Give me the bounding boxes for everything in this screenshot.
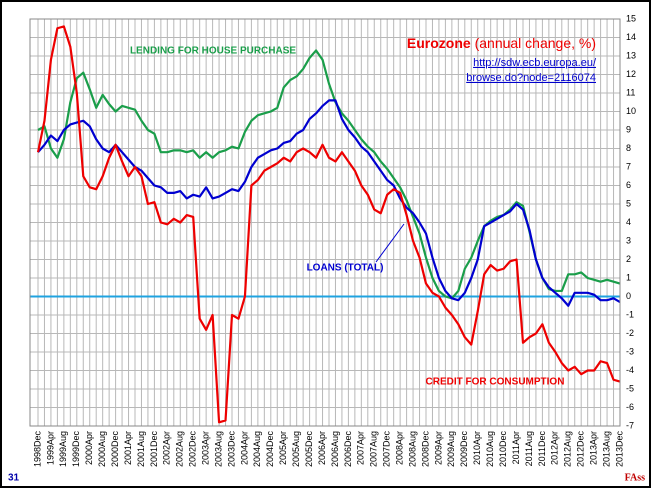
y-tick-label: 6 xyxy=(626,180,631,190)
x-tick-label: 2005Apr xyxy=(278,431,288,465)
x-tick-label: 2003Dec xyxy=(226,431,236,468)
y-tick-label: 9 xyxy=(626,124,631,134)
source-link[interactable]: http://sdw.ecb.europa.eu/ xyxy=(473,57,597,69)
plot-frame xyxy=(29,18,621,427)
x-tick-label: 2007Dec xyxy=(382,431,392,468)
x-tick-label: 2003Aug xyxy=(213,431,223,467)
y-tick-label: 14 xyxy=(626,32,636,42)
x-tick-label: 2009Dec xyxy=(459,431,469,468)
x-tick-label: 2009Aug xyxy=(446,431,456,467)
y-tick-label: 8 xyxy=(626,143,631,153)
x-tick-label: 2004Aug xyxy=(252,431,262,467)
x-tick-label: 2001Dec xyxy=(149,431,159,468)
x-tick-label: 2007Aug xyxy=(369,431,379,467)
x-tick-label: 2012Aug xyxy=(563,431,573,467)
x-tick-label: 2003Apr xyxy=(201,431,211,465)
x-tick-label: 2000Dec xyxy=(110,431,120,468)
x-tick-label: 2007Apr xyxy=(356,431,366,465)
y-tick-label: 11 xyxy=(626,87,635,97)
y-tick-label: -5 xyxy=(626,383,634,393)
y-tick-label: 7 xyxy=(626,161,631,171)
series-label: CREDIT FOR CONSUMPTION xyxy=(426,377,565,388)
x-tick-label: 1999Aug xyxy=(58,431,68,467)
x-tick-label: 2011Apr xyxy=(511,431,521,464)
title: Eurozone xyxy=(407,35,471,51)
x-tick-label: 2010Dec xyxy=(498,431,508,468)
source-link[interactable]: browse.do?node=2116074 xyxy=(466,72,596,84)
x-tick-label: 2010Aug xyxy=(485,431,495,467)
y-tick-label: -1 xyxy=(626,309,634,319)
y-tick-label: 0 xyxy=(626,291,631,301)
y-tick-label: 5 xyxy=(626,198,631,208)
y-tick-label: -2 xyxy=(626,328,634,338)
page-number: 31 xyxy=(8,473,20,484)
y-tick-label: 13 xyxy=(626,50,636,60)
x-tick-label: 2002Aug xyxy=(175,431,185,467)
x-tick-label: 2004Apr xyxy=(239,431,249,465)
lines xyxy=(30,25,621,424)
y-tick-label: -6 xyxy=(626,402,634,412)
x-tick-label: 2013Aug xyxy=(601,431,611,467)
label-pointer xyxy=(375,223,405,263)
x-tick-label: 2012Apr xyxy=(550,431,560,465)
x-tick-label: 2006Aug xyxy=(330,431,340,467)
x-tick-label: 2013Apr xyxy=(589,431,599,465)
x-tick-label: 2011Dec xyxy=(537,431,547,467)
y-tick-label: 12 xyxy=(626,69,636,79)
x-tick-label: 2005Dec xyxy=(304,431,314,468)
x-tick-label: 2006Apr xyxy=(317,431,327,465)
x-tick-label: 2010Apr xyxy=(472,431,482,465)
series-line xyxy=(37,49,621,300)
x-tick-label: 2004Dec xyxy=(265,431,275,468)
y-tick-label: -4 xyxy=(626,365,634,375)
x-tick-label: 2009Apr xyxy=(433,431,443,465)
subtitle: (annual change, %) xyxy=(475,35,596,51)
series-line xyxy=(36,25,621,424)
x-tick-label: 2002Apr xyxy=(162,431,172,465)
chart-title: Eurozone (annual change, %) xyxy=(407,35,596,51)
x-tick-label: 2008Apr xyxy=(395,431,405,465)
footer: FAss xyxy=(625,472,645,483)
x-tick-label: 2001Aug xyxy=(136,431,146,467)
series-label: LENDING FOR HOUSE PURCHASE xyxy=(130,46,296,57)
labels: -7-6-5-4-3-2-101234567891011121314151998… xyxy=(32,13,636,467)
series-label: LOANS (TOTAL) xyxy=(307,263,384,274)
x-tick-label: 2006Dec xyxy=(343,431,353,468)
x-tick-label: 1998Dec xyxy=(32,431,42,468)
y-tick-label: -7 xyxy=(626,420,634,430)
y-tick-label: 10 xyxy=(626,106,636,116)
y-tick-label: 15 xyxy=(626,13,636,23)
y-tick-label: 4 xyxy=(626,217,631,227)
x-tick-label: 1999Apr xyxy=(45,431,55,465)
x-tick-label: 2001Apr xyxy=(123,431,133,465)
x-tick-label: 2000Aug xyxy=(97,431,107,467)
x-tick-label: 2005Aug xyxy=(291,431,301,467)
x-tick-label: 2002Dec xyxy=(188,431,198,468)
x-tick-label: 2008Aug xyxy=(407,431,417,467)
y-tick-label: 3 xyxy=(626,235,631,245)
x-tick-label: 2008Dec xyxy=(420,431,430,468)
y-tick-label: 2 xyxy=(626,254,631,264)
x-tick-label: 1999Dec xyxy=(71,431,81,468)
x-tick-label: 2012Dec xyxy=(576,431,586,468)
x-tick-label: 2000Apr xyxy=(84,431,94,465)
x-tick-label: 2011Aug xyxy=(524,431,534,466)
x-tick-label: 2013Dec xyxy=(614,431,624,468)
y-tick-label: -3 xyxy=(626,346,634,356)
y-tick-label: 1 xyxy=(626,272,631,282)
